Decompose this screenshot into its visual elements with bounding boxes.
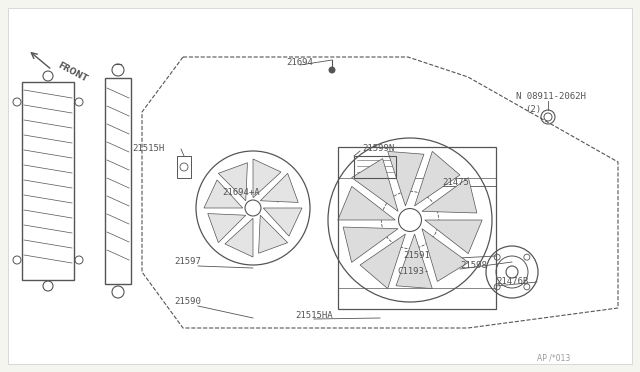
Text: 21591: 21591 <box>403 250 430 260</box>
Text: FRONT: FRONT <box>56 61 88 83</box>
Text: N 08911-2062H: N 08911-2062H <box>516 92 586 100</box>
Circle shape <box>329 67 335 73</box>
Polygon shape <box>218 163 248 201</box>
Text: AP /*013: AP /*013 <box>537 353 570 362</box>
Polygon shape <box>343 227 398 262</box>
Polygon shape <box>351 158 398 211</box>
Text: (2): (2) <box>525 105 541 113</box>
Bar <box>105 78 131 284</box>
Text: 21694+A: 21694+A <box>222 187 260 196</box>
Text: 21590: 21590 <box>175 298 202 307</box>
Text: 21694: 21694 <box>287 58 314 67</box>
Polygon shape <box>208 214 246 243</box>
Text: 21598: 21598 <box>460 260 487 269</box>
Polygon shape <box>259 215 287 253</box>
Polygon shape <box>263 208 302 236</box>
Polygon shape <box>360 234 405 289</box>
Polygon shape <box>204 180 243 208</box>
Polygon shape <box>422 177 477 213</box>
Bar <box>338 147 496 309</box>
Text: C1193-: C1193- <box>397 267 430 276</box>
Text: 21515H: 21515H <box>132 144 165 153</box>
Polygon shape <box>396 234 432 289</box>
Text: 21599N: 21599N <box>362 144 394 153</box>
Text: 21515HA: 21515HA <box>295 311 333 320</box>
Polygon shape <box>225 218 253 257</box>
Text: 21475: 21475 <box>442 177 469 186</box>
Polygon shape <box>422 229 468 282</box>
Polygon shape <box>338 186 396 220</box>
Bar <box>22 82 74 280</box>
Polygon shape <box>425 220 482 254</box>
Bar <box>354 156 396 178</box>
Polygon shape <box>415 151 460 206</box>
Text: 21476B: 21476B <box>496 278 528 286</box>
Polygon shape <box>253 159 281 198</box>
Bar <box>177 156 191 178</box>
Polygon shape <box>388 151 424 206</box>
Polygon shape <box>260 173 298 202</box>
Text: 21597: 21597 <box>175 257 202 266</box>
